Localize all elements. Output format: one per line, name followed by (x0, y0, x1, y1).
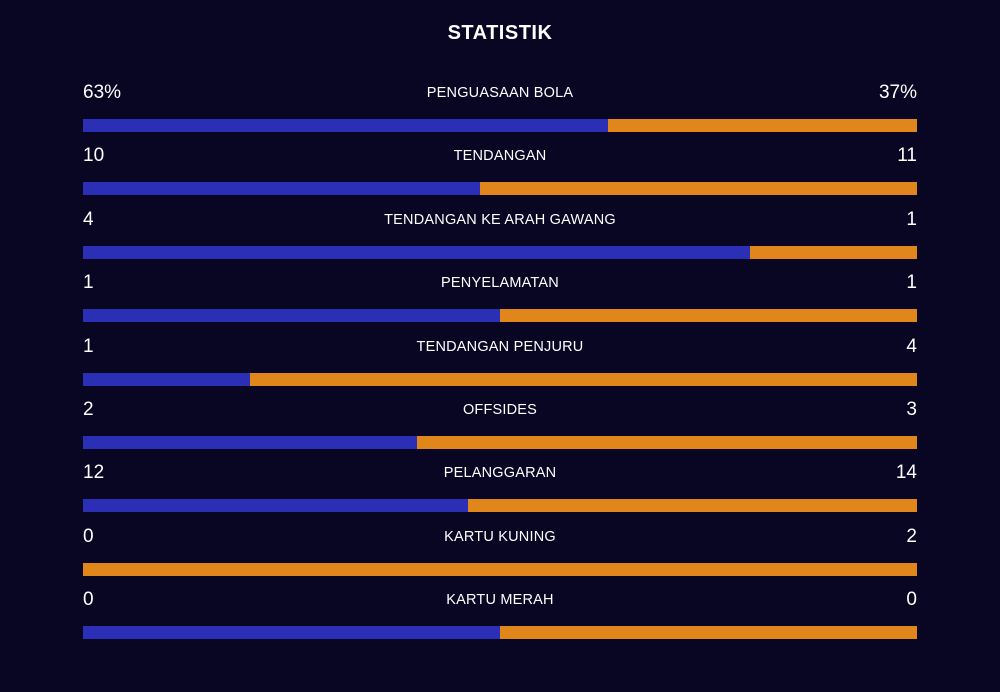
stat-label: PENGUASAAN BOLA (426, 85, 574, 101)
home-value: 12 (83, 462, 105, 484)
stats-list: 63% PENGUASAAN BOLA 37% 10 TENDANGAN 11 4 TENDA… (83, 80, 917, 651)
comparison-bar (83, 245, 917, 259)
stat-row: 63% PENGUASAAN BOLA 37% (83, 80, 917, 143)
home-value: 1 (83, 335, 94, 357)
home-bar-segment (83, 182, 480, 196)
away-bar-segment (416, 435, 917, 449)
stat-label: KARTU KUNING (444, 528, 556, 545)
home-bar-segment (83, 435, 417, 449)
away-value: 1 (906, 272, 917, 294)
stat-row: 2 OFFSIDES 3 (83, 397, 917, 460)
comparison-bar (83, 626, 917, 640)
comparison-bar (83, 119, 917, 132)
away-value: 0 (906, 589, 917, 611)
stat-label: OFFSIDES (462, 401, 538, 418)
stat-label: TENDANGAN PENJURU (416, 338, 584, 355)
home-bar-segment (83, 372, 250, 386)
home-value: 2 (83, 398, 94, 420)
stat-header: 1 PENYELAMATAN 1 (83, 270, 917, 298)
stat-header: 63% PENGUASAAN BOLA 37% (83, 80, 917, 108)
stat-header: 10 TENDANGAN 11 (83, 143, 917, 171)
away-bar-segment (249, 372, 917, 386)
away-value: 37% (878, 82, 917, 103)
stat-header: 0 KARTU KUNING 2 (83, 524, 917, 552)
away-value: 2 (906, 525, 917, 547)
away-bar-segment (500, 626, 917, 640)
home-bar-segment (83, 309, 500, 323)
stat-row: 12 PELANGGARAN 14 (83, 460, 917, 523)
comparison-bar (83, 435, 917, 449)
comparison-bar (83, 499, 917, 513)
away-value: 1 (906, 208, 917, 230)
home-value: 0 (83, 589, 94, 611)
stat-row: 1 PENYELAMATAN 1 (83, 270, 917, 333)
home-bar-segment (83, 626, 500, 640)
stat-header: 2 OFFSIDES 3 (83, 397, 917, 425)
stat-header: 4 TENDANGAN KE ARAH GAWANG 1 (83, 207, 917, 235)
away-bar-segment (83, 562, 917, 576)
stat-row: 1 TENDANGAN PENJURU 4 (83, 334, 917, 397)
comparison-bar (83, 562, 917, 576)
stat-header: 1 TENDANGAN PENJURU 4 (83, 334, 917, 362)
home-value: 63% (83, 82, 122, 103)
away-value: 14 (895, 462, 917, 484)
page-title: STATISTIK (447, 22, 553, 44)
away-bar-segment (467, 499, 917, 513)
stat-label: PENYELAMATAN (441, 275, 559, 292)
home-bar-segment (83, 119, 609, 132)
comparison-bar (83, 309, 917, 323)
comparison-bar (83, 182, 917, 196)
stat-row: 4 TENDANGAN KE ARAH GAWANG 1 (83, 207, 917, 270)
stat-label: TENDANGAN (453, 148, 547, 165)
stat-header: 12 PELANGGARAN 14 (83, 460, 917, 488)
home-value: 0 (83, 525, 94, 547)
away-bar-segment (500, 309, 917, 323)
away-value: 4 (906, 335, 917, 357)
stat-label: KARTU MERAH (446, 592, 554, 609)
comparison-bar (83, 372, 917, 386)
stat-row: 0 KARTU KUNING 2 (83, 524, 917, 587)
home-bar-segment (83, 245, 751, 259)
away-bar-segment (479, 182, 917, 196)
home-value: 4 (83, 208, 94, 230)
away-value: 3 (906, 398, 917, 420)
stat-header: 0 KARTU MERAH 0 (83, 587, 917, 615)
away-bar-segment (608, 119, 917, 132)
away-bar-segment (750, 245, 917, 259)
stat-label: TENDANGAN KE ARAH GAWANG (384, 211, 616, 228)
home-value: 1 (83, 272, 94, 294)
home-bar-segment (83, 499, 468, 513)
stat-row: 0 KARTU MERAH 0 (83, 587, 917, 650)
away-value: 11 (897, 145, 917, 167)
home-value: 10 (83, 145, 105, 167)
stat-label: PELANGGARAN (443, 465, 557, 482)
stat-row: 10 TENDANGAN 11 (83, 143, 917, 206)
